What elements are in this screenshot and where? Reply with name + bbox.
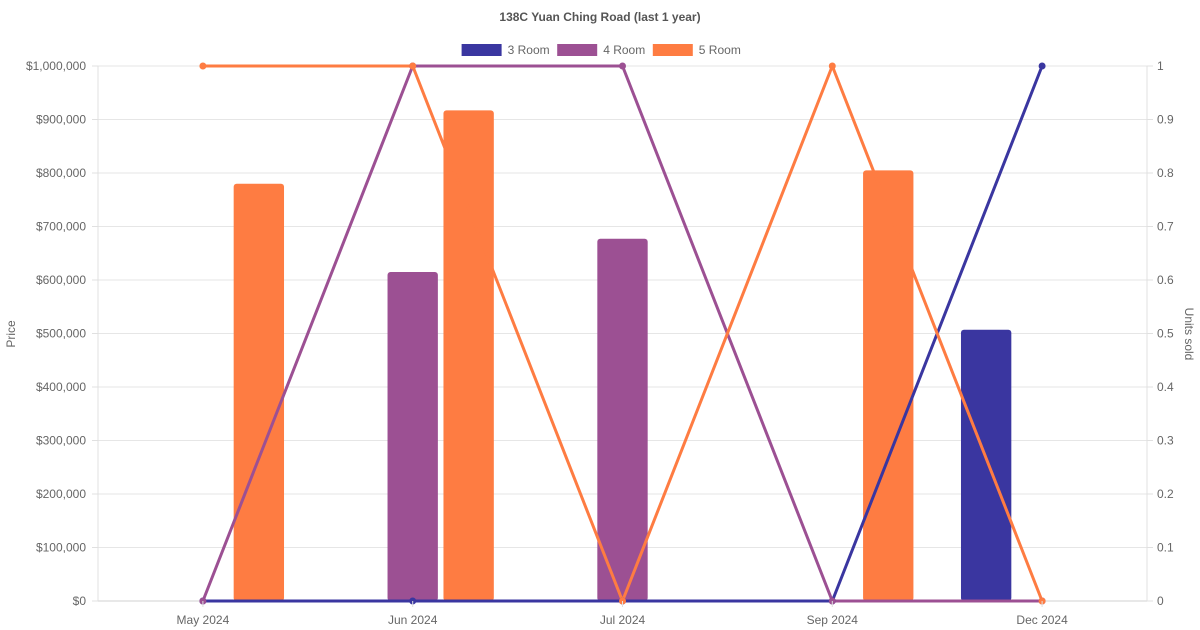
y-tick-label: $400,000 bbox=[36, 380, 86, 394]
y-tick-label: $0 bbox=[73, 594, 87, 608]
legend-label-5-room: 5 Room bbox=[699, 43, 741, 57]
x-tick-label: Jul 2024 bbox=[600, 613, 646, 627]
legend-swatch-4-room bbox=[557, 44, 598, 56]
bar-4-room bbox=[387, 271, 438, 601]
y2-tick-label: 0.5 bbox=[1157, 327, 1174, 341]
y2-tick-label: 0.2 bbox=[1157, 487, 1174, 501]
x-tick-label: Jun 2024 bbox=[388, 613, 438, 627]
y2-tick-label: 1 bbox=[1157, 59, 1164, 73]
legend-label-3-room: 3 Room bbox=[508, 43, 550, 57]
bar-5-room bbox=[863, 170, 914, 601]
y2-tick-label: 0.1 bbox=[1157, 541, 1174, 555]
y-tick-label: $200,000 bbox=[36, 487, 86, 501]
y-tick-label: $700,000 bbox=[36, 220, 86, 234]
point-5-room bbox=[828, 62, 836, 70]
y-tick-label: $300,000 bbox=[36, 434, 86, 448]
y-tick-label: $100,000 bbox=[36, 541, 86, 555]
y-tick-label: $800,000 bbox=[36, 166, 86, 180]
y2-tick-label: 0.9 bbox=[1157, 113, 1174, 127]
y2-tick-label: 0.6 bbox=[1157, 273, 1174, 287]
point-5-room bbox=[409, 62, 417, 70]
y-tick-label: $900,000 bbox=[36, 113, 86, 127]
point-5-room bbox=[199, 62, 207, 70]
x-tick-label: May 2024 bbox=[177, 613, 230, 627]
y-axis-left: $0 $100,000 $200,000 $300,000 $400,000 $500,0… bbox=[26, 59, 99, 608]
bar-5-room bbox=[443, 110, 494, 601]
y2-tick-label: 0.3 bbox=[1157, 434, 1174, 448]
y2-tick-label: 0.8 bbox=[1157, 166, 1174, 180]
y2-tick-label: 0 bbox=[1157, 594, 1164, 608]
y-axis-title: Price bbox=[4, 320, 18, 348]
y2-tick-label: 0.4 bbox=[1157, 380, 1174, 394]
point-4-room bbox=[619, 62, 626, 70]
chart-title: 138C Yuan Ching Road (last 1 year) bbox=[499, 10, 700, 24]
x-tick-label: Sep 2024 bbox=[807, 613, 859, 627]
legend-swatch-5-room bbox=[652, 44, 693, 56]
y-axis-right: 0 0.1 0.2 0.3 0.4 0.5 0.6 0.7 0.8 0.9 1 bbox=[1146, 59, 1174, 608]
bar-5-room bbox=[233, 183, 285, 601]
x-tick-label: Dec 2024 bbox=[1016, 613, 1068, 627]
legend-label-4-room: 4 Room bbox=[603, 43, 645, 57]
bar-4-room bbox=[597, 238, 648, 601]
point-3-room bbox=[1038, 62, 1046, 70]
y-tick-label: $600,000 bbox=[36, 273, 86, 287]
legend-swatch-3-room bbox=[461, 44, 502, 56]
bars bbox=[233, 110, 1012, 601]
y-tick-label: $500,000 bbox=[36, 327, 86, 341]
y2-axis-title: Units sold bbox=[1182, 308, 1196, 361]
y-tick-label: $1,000,000 bbox=[26, 59, 86, 73]
legend: 3 Room 4 Room 5 Room bbox=[461, 43, 741, 57]
x-axis: May 2024 Jun 2024 Jul 2024 Sep 2024 Dec 2024 bbox=[177, 601, 1068, 627]
bar-3-room bbox=[960, 329, 1012, 601]
y2-tick-label: 0.7 bbox=[1157, 220, 1174, 234]
